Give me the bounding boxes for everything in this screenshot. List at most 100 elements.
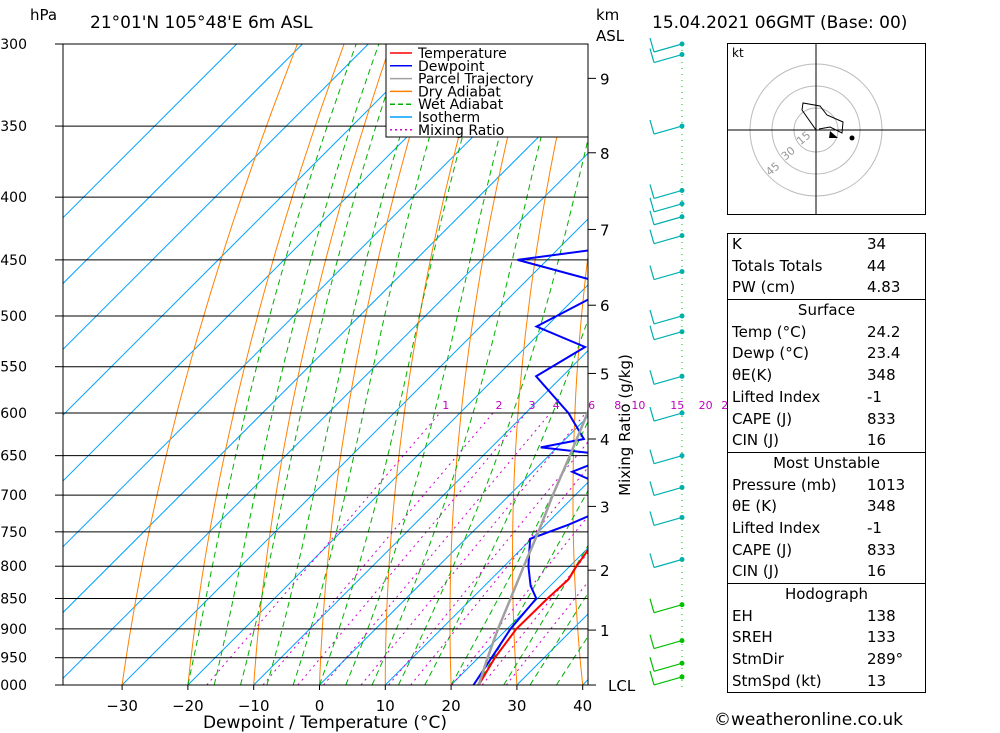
- isotherm-line: [63, 44, 369, 351]
- hodograph-panel: 15 30 45 kt: [727, 43, 926, 219]
- wind-barb-shaft: [653, 486, 683, 497]
- hodograph-stat-label: SREH: [732, 628, 773, 647]
- surface-title: Surface: [797, 301, 856, 320]
- mixing-ratio-label: 1: [442, 399, 449, 412]
- chart-curves: [472, 249, 588, 685]
- dry-adiabat-line: [688, 44, 717, 685]
- dry-adiabat-line: [187, 44, 345, 685]
- legend-label: Isotherm: [418, 110, 480, 126]
- temp-tick-label: −10: [238, 697, 270, 715]
- wet-adiabat-line: [450, 420, 588, 685]
- temp-tick-label: 0: [315, 697, 325, 715]
- wind-barb-flag: [649, 229, 655, 244]
- surface-row: Lifted Index -1: [728, 387, 925, 409]
- wind-barb-shaft: [653, 125, 683, 135]
- legend-label: Mixing Ratio: [418, 123, 504, 139]
- most-unstable-row: Pressure (mb) 1013: [728, 475, 925, 497]
- mixing-ratio-label: 3: [529, 399, 536, 412]
- pressure-tick-label: 450: [0, 253, 27, 269]
- mixing-ratio-label: 2: [496, 399, 503, 412]
- km-label: km: [596, 6, 619, 24]
- isotherm-line: [63, 44, 435, 416]
- wind-barb-shaft: [653, 235, 683, 245]
- wind-barb-flag: [649, 634, 655, 649]
- most-unstable-label: CAPE (J): [732, 540, 793, 559]
- pressure-tick-label: 950: [0, 651, 27, 667]
- legend-label: Parcel Trajectory: [418, 72, 534, 88]
- hodograph-stat-value: 13: [867, 671, 887, 690]
- parcel-trajectory-line: [477, 408, 588, 685]
- surface-label: θE(K): [732, 366, 773, 385]
- datetime-title: 15.04.2021 06GMT (Base: 00): [652, 13, 907, 33]
- surface-row: CIN (J) 16: [728, 430, 925, 452]
- most-unstable-value: 16: [867, 562, 887, 581]
- surface-row: θE(K) 348: [728, 365, 925, 387]
- index-label: K: [732, 235, 742, 253]
- pressure-tick-label: 550: [0, 360, 27, 376]
- wind-barb-shaft: [653, 640, 683, 650]
- surface-section: Surface Temp (°C) 24.2 Dewp (°C) 23.4 θE(K) 3…: [728, 299, 925, 452]
- km-tick-label: 1: [600, 622, 610, 640]
- asl-label: ASL: [596, 27, 625, 45]
- temp-tick-label: 30: [507, 697, 526, 715]
- hodograph-stats-section: Hodograph EH 138 SREH 133 StmDir 289° StmSpd (…: [728, 583, 925, 692]
- footer-credit[interactable]: ©weatheronline.co.uk: [714, 710, 904, 730]
- wind-barb-flag: [649, 657, 655, 672]
- isotherm-line: [384, 481, 588, 685]
- wind-barb-shaft: [653, 315, 683, 325]
- surface-label: Lifted Index: [732, 387, 821, 406]
- isotherm-line: [450, 547, 588, 685]
- pressure-unit-label: hPa: [30, 6, 57, 24]
- most-unstable-title: Most Unstable: [773, 453, 880, 472]
- mixing-ratio-line: [410, 466, 588, 685]
- isotherm-line: [63, 44, 501, 482]
- wind-barb-shaft: [653, 662, 683, 672]
- mixing-ratio-label: 10: [631, 399, 645, 412]
- km-tick-label: 4: [600, 431, 610, 449]
- surface-label: Dewp (°C): [732, 344, 810, 363]
- wind-barb-flag: [649, 670, 655, 686]
- mixing-ratio-line: [262, 412, 494, 685]
- pressure-tick-label: 650: [0, 449, 27, 465]
- km-tick-label: 2: [600, 562, 610, 580]
- index-value: 34: [867, 235, 887, 253]
- index-value: 4.83: [867, 278, 901, 297]
- legend-box: [385, 43, 589, 138]
- mixing-ratio-label: 8: [614, 399, 621, 412]
- mixing-ratio-line: [451, 515, 588, 685]
- hodograph-stat-row: EH 138: [728, 606, 925, 628]
- wind-barb-flag: [649, 325, 655, 340]
- wind-barb-shaft: [653, 516, 683, 527]
- legend-label: Dewpoint: [418, 59, 485, 75]
- pressure-tick-label: 350: [0, 119, 27, 135]
- pressure-tick-label: 850: [0, 591, 27, 607]
- pressure-tick-label: 400: [0, 190, 27, 206]
- mixing-ratio-axis-label: Mixing Ratio (g/kg): [616, 354, 634, 496]
- wet-adiabat-line: [345, 44, 525, 685]
- isotherm-line: [253, 349, 588, 685]
- indices-table: K 34 Totals Totals 44 PW (cm) 4.83 Surface Te…: [727, 233, 926, 694]
- temp-tick-label: 40: [573, 697, 592, 715]
- wind-barb-flag: [649, 406, 655, 422]
- hodograph-trace: [801, 102, 844, 134]
- index-row: PW (cm) 4.83: [728, 277, 925, 299]
- pressure-tick-label: 800: [0, 559, 27, 575]
- mixing-ratio-line: [323, 412, 551, 685]
- isotherm-line: [63, 44, 238, 219]
- pressure-tick-label: 900: [0, 622, 27, 638]
- most-unstable-label: Pressure (mb): [732, 475, 837, 494]
- index-value: 44: [867, 256, 887, 275]
- wind-barb-flag: [649, 37, 655, 53]
- pressure-tick-label: 500: [0, 309, 27, 325]
- wind-barb-flag: [649, 197, 655, 212]
- surface-row: Dewp (°C) 23.4: [728, 343, 925, 365]
- surface-value: 348: [867, 366, 896, 385]
- pressure-tick-label: 300: [0, 37, 27, 53]
- index-label: PW (cm): [732, 278, 796, 297]
- storm-motion-point: [849, 135, 855, 141]
- most-unstable-value: 1013: [867, 475, 906, 494]
- most-unstable-value: -1: [867, 518, 882, 537]
- pressure-tick-label: 750: [0, 525, 27, 541]
- wind-barbs: [649, 37, 685, 690]
